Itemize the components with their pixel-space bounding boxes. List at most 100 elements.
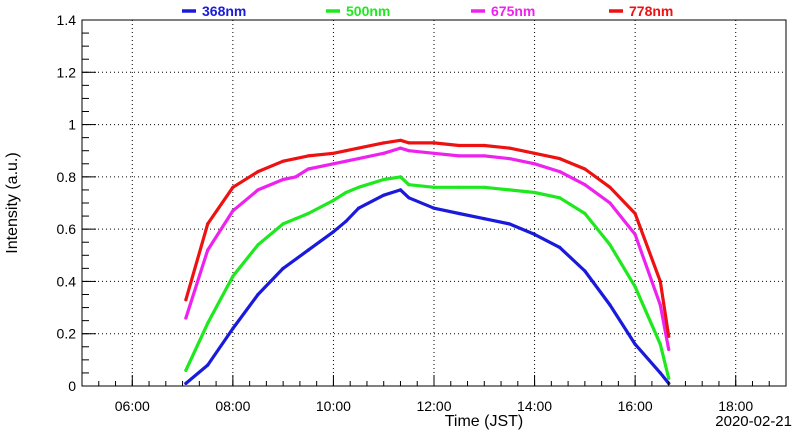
data-point-778nm <box>256 170 260 174</box>
series-line-778nm <box>184 138 671 338</box>
data-point-778nm <box>432 141 436 145</box>
y-axis-title: Intensity (a.u.) <box>4 152 21 253</box>
data-point-778nm <box>398 138 403 142</box>
data-point-675nm <box>432 151 436 155</box>
data-point-675nm <box>206 248 210 252</box>
data-point-368nm <box>432 206 436 210</box>
data-point-500nm <box>256 243 260 247</box>
data-point-778nm <box>558 157 562 161</box>
data-point-500nm <box>184 368 188 372</box>
data-point-500nm <box>344 190 348 195</box>
data-point-368nm <box>457 211 461 216</box>
data-point-778nm <box>344 149 348 153</box>
data-point-500nm <box>633 285 637 289</box>
y-tick-label: 0 <box>68 378 76 394</box>
data-point-500nm <box>331 198 335 202</box>
data-point-675nm <box>558 170 562 174</box>
data-point-500nm <box>281 222 285 226</box>
legend-label: 368nm <box>202 3 246 19</box>
data-point-675nm <box>344 159 348 163</box>
data-point-778nm <box>331 151 335 155</box>
data-point-368nm <box>206 363 210 367</box>
legend: 368nm 500nm 675nm 778nm <box>182 3 673 19</box>
y-tick-label: 0.4 <box>57 273 77 289</box>
series-line-675nm <box>184 146 671 351</box>
data-point-500nm <box>231 274 235 278</box>
data-point-500nm <box>608 243 612 247</box>
data-point-368nm <box>382 193 386 197</box>
data-point-368nm <box>558 245 562 249</box>
data-point-675nm <box>507 157 511 161</box>
y-tick-label: 0.8 <box>57 169 77 185</box>
data-point-500nm <box>583 211 587 216</box>
data-point-368nm <box>398 188 403 192</box>
data-point-368nm <box>344 219 348 223</box>
data-point-368nm <box>256 292 260 297</box>
data-point-778nm <box>294 157 298 161</box>
data-point-368nm <box>407 196 411 200</box>
data-point-675nm <box>281 177 285 182</box>
y-tick-label: 1.4 <box>57 12 77 28</box>
data-point-675nm <box>533 162 537 166</box>
data-point-778nm <box>608 185 612 189</box>
data-point-500nm <box>357 185 361 189</box>
data-point-675nm <box>667 347 671 351</box>
data-point-778nm <box>306 154 310 158</box>
data-point-368nm <box>281 266 285 270</box>
date-label: 2020-02-21 <box>715 413 792 430</box>
data-point-675nm <box>633 232 637 236</box>
y-tick-label: 1 <box>68 117 76 133</box>
data-point-675nm <box>231 209 235 213</box>
data-point-675nm <box>382 151 386 155</box>
data-point-675nm <box>357 157 361 161</box>
y-tick-label: 0.6 <box>57 221 77 237</box>
data-point-675nm <box>306 167 310 171</box>
data-point-675nm <box>398 146 403 150</box>
data-point-778nm <box>583 167 587 171</box>
legend-label: 500nm <box>346 3 390 19</box>
data-point-500nm <box>482 185 486 189</box>
data-point-778nm <box>667 334 671 338</box>
data-point-778nm <box>533 151 537 155</box>
data-point-778nm <box>407 141 411 145</box>
data-point-500nm <box>432 185 436 189</box>
data-point-368nm <box>533 232 537 236</box>
data-point-500nm <box>658 342 662 346</box>
data-point-368nm <box>306 248 310 252</box>
data-point-778nm <box>231 185 235 189</box>
data-point-675nm <box>482 154 486 158</box>
data-point-368nm <box>184 381 188 385</box>
data-point-368nm <box>507 222 511 226</box>
data-point-675nm <box>331 162 335 166</box>
data-point-368nm <box>658 371 662 375</box>
x-tick-label: 08:00 <box>215 398 250 414</box>
data-point-778nm <box>206 222 210 226</box>
data-point-368nm <box>608 303 612 307</box>
data-point-500nm <box>398 175 403 179</box>
data-point-500nm <box>667 376 671 380</box>
series-line-500nm <box>184 175 671 380</box>
axis-ticks: 06:00 08:00 10:00 12:00 14:00 16:00 18:00 0 0.2 0… <box>57 12 787 414</box>
x-tick-label: 06:00 <box>115 398 150 414</box>
data-point-675nm <box>457 154 461 158</box>
data-point-368nm <box>583 269 587 273</box>
data-point-500nm <box>558 196 562 200</box>
data-point-675nm <box>256 188 260 192</box>
data-point-500nm <box>507 188 511 192</box>
x-tick-label: 18:00 <box>718 398 753 414</box>
data-point-675nm <box>583 183 587 187</box>
data-point-368nm <box>331 230 335 234</box>
data-point-368nm <box>231 326 235 331</box>
y-tick-label: 0.2 <box>57 326 77 342</box>
data-point-368nm <box>633 342 637 346</box>
y-tick-label: 1.2 <box>57 64 77 80</box>
data-point-368nm <box>482 217 486 221</box>
x-tick-label: 12:00 <box>416 398 451 414</box>
data-point-500nm <box>533 190 537 195</box>
data-point-778nm <box>281 159 285 163</box>
data-point-675nm <box>407 149 411 153</box>
legend-label: 675nm <box>491 3 535 19</box>
data-point-675nm <box>184 316 188 320</box>
data-point-500nm <box>457 185 461 189</box>
